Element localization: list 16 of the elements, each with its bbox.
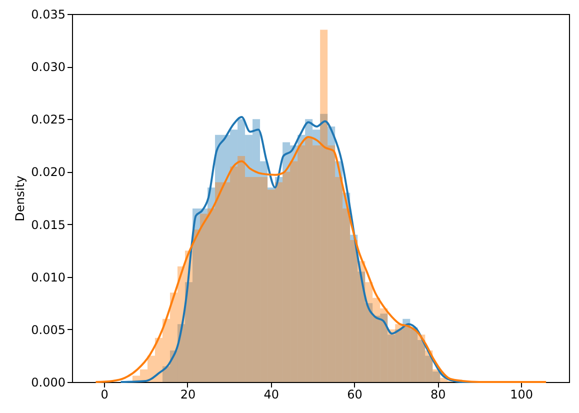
y-tick-label: 0.005	[31, 322, 66, 337]
line-series	[94, 136, 548, 383]
y-tick-label: 0.035	[31, 8, 66, 22]
x-tick-label: 20	[180, 388, 196, 402]
y-tick-label: 0.010	[31, 270, 66, 284]
x-tick-label: 0	[100, 388, 108, 402]
x-tick-label: 60	[347, 388, 362, 402]
y-tick-label: 0.000	[31, 376, 66, 390]
y-tick-label: 0.015	[31, 218, 66, 232]
y-axis-title: Density	[13, 176, 28, 222]
x-tick-label: 80	[430, 388, 446, 402]
x-tick-label: 100	[510, 388, 534, 402]
y-tick-label: 0.025	[31, 112, 66, 127]
y-tick-label: 0.030	[31, 60, 66, 74]
y-tick-label: 0.020	[31, 165, 66, 180]
x-tick-label: 40	[264, 388, 280, 402]
